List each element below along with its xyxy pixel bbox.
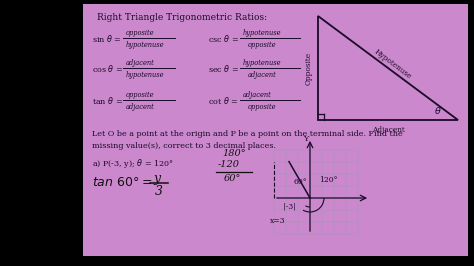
Text: Hypotenuse: Hypotenuse (373, 47, 413, 81)
Text: hypotenuse: hypotenuse (126, 41, 164, 49)
Text: |-3|: |-3| (283, 202, 295, 210)
Text: Adjacent: Adjacent (372, 126, 404, 134)
Text: sec $\theta$ =: sec $\theta$ = (208, 63, 239, 73)
Text: 3: 3 (155, 185, 163, 198)
Text: csc $\theta$ =: csc $\theta$ = (208, 32, 239, 44)
Text: 60°: 60° (224, 174, 241, 183)
Text: hypotenuse: hypotenuse (243, 29, 282, 37)
Text: $\theta$: $\theta$ (434, 105, 442, 115)
Text: x=3: x=3 (270, 217, 286, 225)
Text: Opposite: Opposite (305, 51, 313, 85)
Text: Y: Y (303, 135, 309, 143)
Text: $tan\ 60°=$: $tan\ 60°=$ (92, 176, 152, 189)
Text: sin $\theta$ =: sin $\theta$ = (92, 32, 122, 44)
Text: Let O be a point at the origin and P be a point on the terminal side. Find the: Let O be a point at the origin and P be … (92, 130, 403, 138)
Text: y: y (153, 172, 160, 185)
Text: opposite: opposite (126, 91, 155, 99)
Text: 180°: 180° (222, 149, 246, 158)
Text: cos $\theta$ =: cos $\theta$ = (92, 63, 123, 73)
Text: hypotenuse: hypotenuse (126, 71, 164, 79)
Text: missing value(s), correct to 3 decimal places.: missing value(s), correct to 3 decimal p… (92, 142, 276, 150)
Text: 60°: 60° (294, 178, 308, 186)
Text: adjacent: adjacent (248, 71, 277, 79)
Text: adjacent: adjacent (126, 59, 155, 67)
Text: a) P(-3, y); $\theta$ = 120°: a) P(-3, y); $\theta$ = 120° (92, 157, 174, 170)
Text: opposite: opposite (248, 41, 276, 49)
Text: opposite: opposite (248, 103, 276, 111)
Text: adjacent: adjacent (243, 91, 272, 99)
Text: -120: -120 (218, 160, 240, 169)
FancyBboxPatch shape (83, 4, 468, 256)
Text: cot $\theta$ =: cot $\theta$ = (208, 94, 238, 106)
Text: hypotenuse: hypotenuse (243, 59, 282, 67)
Text: 120°: 120° (319, 176, 337, 184)
Text: opposite: opposite (126, 29, 155, 37)
Text: tan $\theta$ =: tan $\theta$ = (92, 94, 123, 106)
Text: Right Triangle Trigonometric Ratios:: Right Triangle Trigonometric Ratios: (97, 13, 267, 22)
Text: adjacent: adjacent (126, 103, 155, 111)
